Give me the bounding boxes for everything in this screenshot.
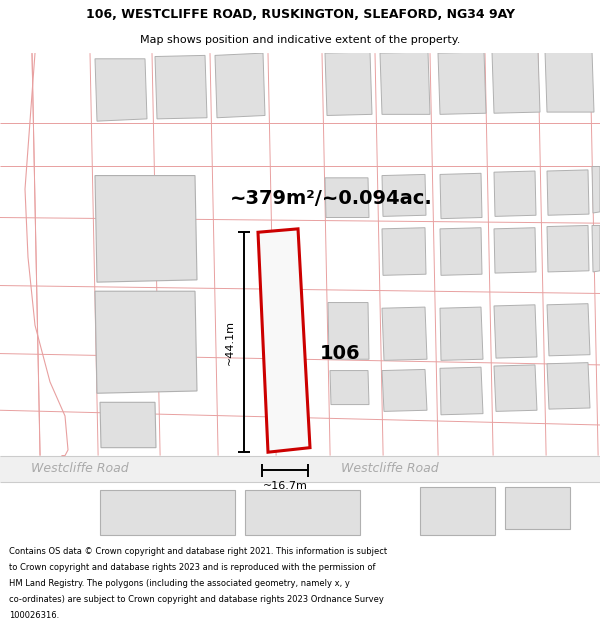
Polygon shape: [328, 302, 369, 359]
Polygon shape: [382, 369, 427, 411]
Polygon shape: [440, 307, 483, 361]
Polygon shape: [438, 52, 486, 114]
Polygon shape: [494, 171, 536, 216]
Polygon shape: [245, 489, 360, 535]
Polygon shape: [95, 176, 197, 282]
Polygon shape: [505, 488, 570, 529]
Text: Contains OS data © Crown copyright and database right 2021. This information is : Contains OS data © Crown copyright and d…: [9, 546, 387, 556]
Text: 106, WESTCLIFFE ROAD, RUSKINGTON, SLEAFORD, NG34 9AY: 106, WESTCLIFFE ROAD, RUSKINGTON, SLEAFO…: [86, 8, 515, 21]
Text: Map shows position and indicative extent of the property.: Map shows position and indicative extent…: [140, 35, 460, 45]
Polygon shape: [547, 304, 590, 356]
Polygon shape: [382, 174, 426, 216]
Polygon shape: [440, 367, 483, 415]
Polygon shape: [325, 52, 372, 116]
Polygon shape: [492, 51, 540, 113]
Polygon shape: [382, 307, 427, 361]
Polygon shape: [100, 489, 235, 535]
Text: co-ordinates) are subject to Crown copyright and database rights 2023 Ordnance S: co-ordinates) are subject to Crown copyr…: [9, 594, 384, 604]
Text: to Crown copyright and database rights 2023 and is reproduced with the permissio: to Crown copyright and database rights 2…: [9, 562, 376, 571]
Text: Westcliffe Road: Westcliffe Road: [31, 462, 129, 474]
Polygon shape: [547, 362, 590, 409]
Polygon shape: [258, 229, 310, 452]
Polygon shape: [420, 488, 495, 535]
Polygon shape: [380, 52, 430, 114]
Polygon shape: [95, 59, 147, 121]
Bar: [0, 456, 600, 482]
Text: Westcliffe Road: Westcliffe Road: [341, 462, 439, 474]
Polygon shape: [330, 371, 369, 404]
Polygon shape: [592, 226, 600, 272]
Text: ~379m²/~0.094ac.: ~379m²/~0.094ac.: [230, 189, 433, 208]
Polygon shape: [100, 402, 156, 448]
Polygon shape: [382, 228, 426, 276]
Text: 106: 106: [320, 344, 361, 363]
Polygon shape: [494, 305, 537, 358]
Polygon shape: [494, 365, 537, 411]
Text: 100026316.: 100026316.: [9, 611, 59, 619]
Polygon shape: [547, 170, 589, 215]
Polygon shape: [545, 51, 594, 112]
Polygon shape: [325, 178, 369, 217]
Polygon shape: [440, 173, 482, 219]
Polygon shape: [215, 53, 265, 118]
Polygon shape: [547, 226, 589, 272]
Polygon shape: [155, 56, 207, 119]
Text: HM Land Registry. The polygons (including the associated geometry, namely x, y: HM Land Registry. The polygons (includin…: [9, 579, 350, 587]
Polygon shape: [95, 291, 197, 393]
Polygon shape: [494, 228, 536, 273]
Polygon shape: [440, 228, 482, 276]
Text: ~16.7m: ~16.7m: [263, 481, 307, 491]
Polygon shape: [592, 166, 600, 213]
Text: ~44.1m: ~44.1m: [225, 320, 235, 365]
